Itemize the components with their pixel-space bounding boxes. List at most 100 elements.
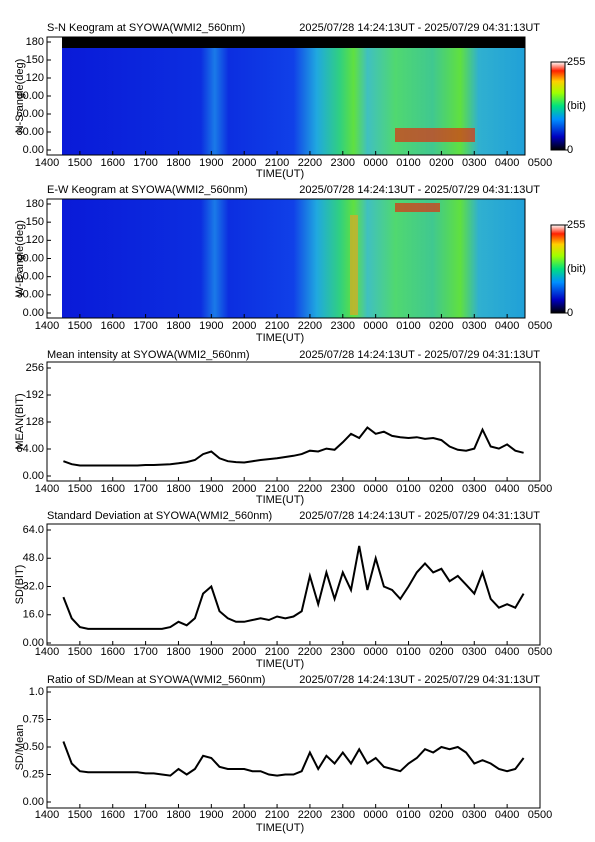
- data-line: [63, 426, 524, 467]
- x-axis-label: TIME(UT): [256, 822, 304, 834]
- x-tick-label: 0200: [429, 320, 453, 332]
- y-tick-label: 0.25: [23, 768, 44, 780]
- y-tick-label: 0.00: [23, 470, 44, 482]
- x-tick-label: 0000: [363, 157, 387, 169]
- x-tick-label: 1600: [100, 320, 124, 332]
- x-tick-label: 1900: [199, 483, 223, 495]
- x-tick-label: 1500: [68, 646, 92, 658]
- x-tick-label: 0500: [528, 157, 552, 169]
- y-tick-label: 60.00: [16, 271, 44, 283]
- x-tick-label: 2100: [265, 809, 289, 821]
- x-tick-label: 1600: [100, 157, 124, 169]
- y-tick-label: 32.0: [23, 580, 44, 592]
- x-tick-label: 2100: [265, 483, 289, 495]
- x-tick-label: 0200: [429, 483, 453, 495]
- x-tick-label: 0200: [429, 809, 453, 821]
- x-tick-label: 0300: [462, 646, 486, 658]
- y-axis-label: N-S angle(deg): [14, 59, 26, 134]
- x-tick-label: 0400: [495, 809, 519, 821]
- y-axis-label: MEAN(BIT): [14, 393, 26, 449]
- x-tick-label: 1500: [68, 320, 92, 332]
- x-tick-label: 0300: [462, 809, 486, 821]
- time-range: 2025/07/28 14:24:13UT - 2025/07/29 04:31…: [299, 22, 540, 34]
- time-range: 2025/07/28 14:24:13UT - 2025/07/29 04:31…: [299, 349, 540, 361]
- x-tick-label: 0300: [462, 320, 486, 332]
- x-tick-label: 2200: [298, 483, 322, 495]
- y-tick-label: 150: [26, 54, 44, 66]
- x-tick-label: 1800: [166, 809, 190, 821]
- x-tick-label: 0200: [429, 157, 453, 169]
- x-tick-label: 0400: [495, 157, 519, 169]
- x-tick-label: 2200: [298, 646, 322, 658]
- x-tick-label: 0300: [462, 157, 486, 169]
- colorbar: [550, 61, 566, 151]
- panel-title: Standard Deviation at SYOWA(WMI2_560nm): [47, 510, 272, 522]
- panel-title: E-W Keogram at SYOWA(WMI2_560nm): [47, 184, 248, 196]
- y-tick-label: 30.00: [16, 289, 44, 301]
- x-tick-label: 0100: [396, 809, 420, 821]
- y-tick-label: 1.0: [29, 686, 44, 698]
- time-range: 2025/07/28 14:24:13UT - 2025/07/29 04:31…: [299, 510, 540, 522]
- x-tick-label: 0400: [495, 320, 519, 332]
- time-range: 2025/07/28 14:24:13UT - 2025/07/29 04:31…: [299, 674, 540, 686]
- x-tick-label: 1800: [166, 646, 190, 658]
- y-tick-label: 60.00: [16, 108, 44, 120]
- y-axis-label: SD(BIT): [14, 565, 26, 605]
- x-tick-label: 1400: [35, 483, 59, 495]
- x-axis-label: TIME(UT): [256, 332, 304, 344]
- x-tick-label: 2300: [331, 320, 355, 332]
- x-tick-label: 1900: [199, 809, 223, 821]
- x-tick-label: 2000: [232, 320, 256, 332]
- x-tick-label: 2000: [232, 483, 256, 495]
- x-tick-label: 2200: [298, 809, 322, 821]
- x-tick-label: 2300: [331, 157, 355, 169]
- x-tick-label: 1600: [100, 646, 124, 658]
- colorbar-label: (bit): [567, 100, 586, 112]
- y-tick-label: 256: [26, 362, 44, 374]
- y-axis-label: SD/Mean: [14, 725, 26, 771]
- y-tick-label: 128: [26, 416, 44, 428]
- x-tick-label: 0000: [363, 483, 387, 495]
- y-tick-label: 16.0: [23, 609, 44, 621]
- colorbar-tick-label: 255: [567, 219, 585, 231]
- x-tick-label: 0500: [528, 483, 552, 495]
- y-tick-label: 0.00: [23, 144, 44, 156]
- plot-frame: [46, 361, 541, 482]
- x-tick-label: 2200: [298, 320, 322, 332]
- panel-title: Mean intensity at SYOWA(WMI2_560nm): [47, 349, 250, 361]
- x-tick-label: 2100: [265, 157, 289, 169]
- x-tick-label: 1400: [35, 809, 59, 821]
- panel-title: Ratio of SD/Mean at SYOWA(WMI2_560nm): [47, 674, 265, 686]
- x-tick-label: 2300: [331, 483, 355, 495]
- colorbar: [550, 224, 566, 314]
- y-tick-label: 150: [26, 216, 44, 228]
- y-tick-label: 192: [26, 389, 44, 401]
- x-tick-label: 0000: [363, 320, 387, 332]
- keogram-sn-image: [62, 37, 525, 155]
- y-tick-label: 120: [26, 72, 44, 84]
- y-tick-label: 120: [26, 234, 44, 246]
- x-tick-label: 0200: [429, 646, 453, 658]
- x-tick-label: 1700: [133, 157, 157, 169]
- x-tick-label: 1700: [133, 483, 157, 495]
- x-tick-label: 2000: [232, 809, 256, 821]
- x-tick-label: 1700: [133, 809, 157, 821]
- x-tick-label: 1500: [68, 483, 92, 495]
- y-tick-label: 0.00: [23, 307, 44, 319]
- data-line: [62, 741, 525, 777]
- x-tick-label: 1900: [199, 320, 223, 332]
- y-axis-label: W-E angle(deg): [14, 220, 26, 297]
- x-tick-label: 0100: [396, 157, 420, 169]
- colorbar-tick-label: 0: [567, 307, 573, 319]
- y-tick-label: 180: [26, 36, 44, 48]
- x-tick-label: 0500: [528, 646, 552, 658]
- x-tick-label: 2300: [331, 646, 355, 658]
- y-tick-label: 30.00: [16, 126, 44, 138]
- y-tick-label: 180: [26, 198, 44, 210]
- x-tick-label: 2300: [331, 809, 355, 821]
- keogram-ew-image: [62, 199, 525, 318]
- y-tick-label: 48.0: [23, 552, 44, 564]
- x-tick-label: 0300: [462, 483, 486, 495]
- x-tick-label: 1400: [35, 320, 59, 332]
